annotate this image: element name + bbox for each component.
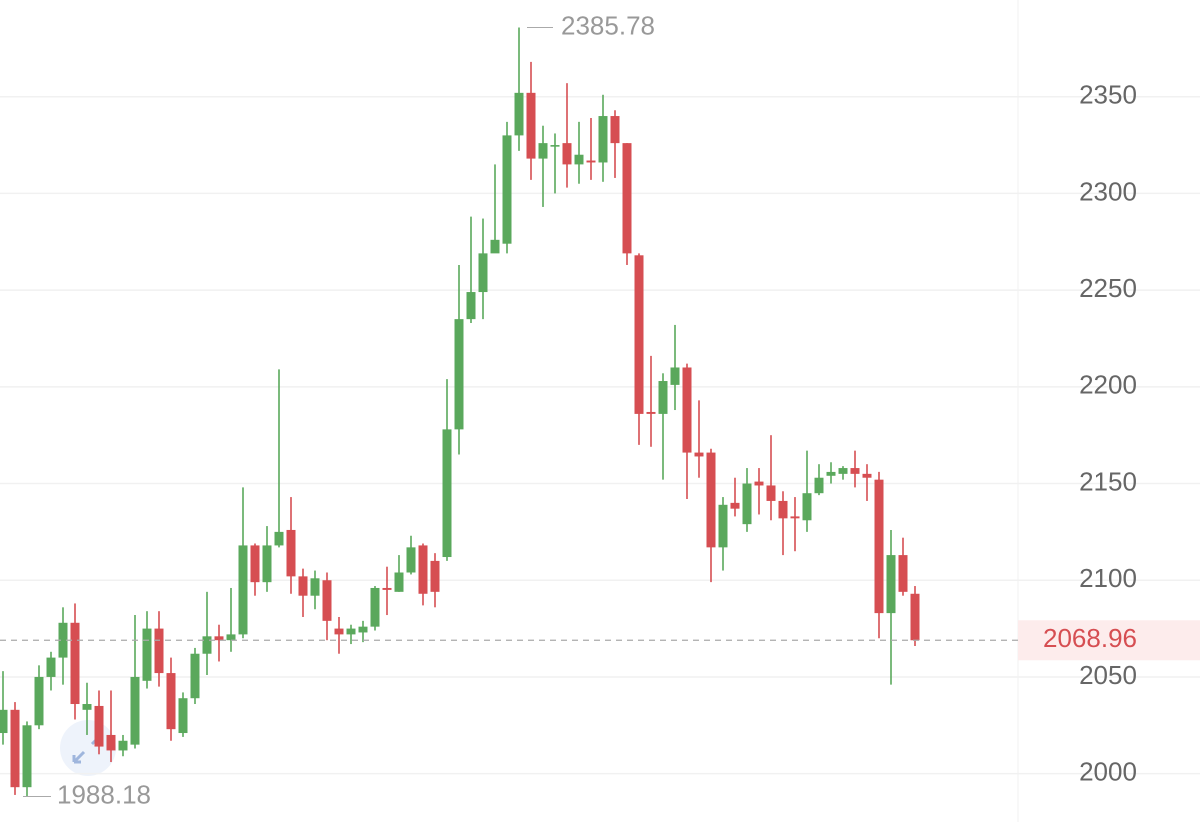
candle-body xyxy=(814,477,824,494)
candle-body xyxy=(490,239,500,254)
candle-body xyxy=(238,545,248,635)
candle-body xyxy=(682,367,692,453)
candle-body xyxy=(850,468,860,474)
candle-body xyxy=(94,705,104,747)
candle-body xyxy=(214,636,224,641)
candle-body xyxy=(478,253,488,293)
candle-body xyxy=(46,657,56,677)
candle-body xyxy=(658,381,668,414)
y-tick-label: 2300 xyxy=(1079,176,1137,206)
candle-body xyxy=(454,319,464,430)
candle-body xyxy=(202,636,212,654)
candle-body xyxy=(418,545,428,594)
candle-body xyxy=(586,160,596,163)
candle-body xyxy=(598,116,608,163)
candle-body xyxy=(154,628,164,674)
candle-body xyxy=(742,483,752,525)
min-label: 1988.18 xyxy=(57,779,151,809)
candle-body xyxy=(778,500,788,519)
candle-body xyxy=(670,367,680,385)
candle-body xyxy=(754,481,764,486)
last-price-label: 2068.96 xyxy=(1043,623,1137,653)
candle-body xyxy=(118,740,128,751)
candle-body xyxy=(130,676,140,745)
candle-body xyxy=(898,555,908,592)
candle-body xyxy=(274,531,284,546)
candle-body xyxy=(190,653,200,699)
candle-body xyxy=(34,676,44,726)
candle-body xyxy=(322,580,332,621)
max-label: 2385.78 xyxy=(561,10,655,40)
candle-body xyxy=(646,411,656,414)
candle-body xyxy=(526,92,536,159)
y-tick-label: 2000 xyxy=(1079,757,1137,787)
candle-body xyxy=(430,560,440,592)
candle-body xyxy=(790,516,800,519)
candle-body xyxy=(310,578,320,596)
candle-body xyxy=(58,622,68,658)
candle-body xyxy=(82,704,92,710)
candle-body xyxy=(802,493,812,521)
candle-body xyxy=(826,471,836,476)
candle-body xyxy=(226,634,236,641)
candle-body xyxy=(622,143,632,254)
candle-body xyxy=(562,143,572,165)
candle-body xyxy=(10,709,20,788)
candle-body xyxy=(442,429,452,558)
candle-body xyxy=(358,626,368,633)
y-tick-label: 2050 xyxy=(1079,660,1137,690)
candle-body xyxy=(262,545,272,583)
candle-body xyxy=(334,628,344,635)
y-tick-label: 2200 xyxy=(1079,370,1137,400)
y-tick-label: 2150 xyxy=(1079,466,1137,496)
candle-body xyxy=(346,628,356,635)
candle-body xyxy=(298,576,308,596)
candle-body xyxy=(22,725,32,788)
y-tick-label: 2100 xyxy=(1079,563,1137,593)
candle-body xyxy=(862,473,872,478)
candle-body xyxy=(106,734,116,751)
candle-body xyxy=(382,587,392,590)
candle-body xyxy=(166,673,176,730)
candle-body xyxy=(694,452,704,457)
candle-body xyxy=(394,572,404,592)
candle-body xyxy=(550,145,560,147)
candle-body xyxy=(634,255,644,414)
candle-body xyxy=(142,628,152,681)
candle-body xyxy=(610,116,620,144)
candle-body xyxy=(406,547,416,573)
last-price-box xyxy=(1018,620,1200,661)
candle-body xyxy=(730,502,740,509)
y-tick-label: 2250 xyxy=(1079,273,1137,303)
candle-body xyxy=(178,698,188,734)
candle-body xyxy=(502,135,512,244)
y-tick-label: 2350 xyxy=(1079,80,1137,110)
candle-body xyxy=(574,154,584,165)
candle-body xyxy=(0,709,8,734)
candle-body xyxy=(838,468,848,474)
candle-body xyxy=(706,452,716,548)
candle-body xyxy=(718,504,728,548)
candle-body xyxy=(538,143,548,159)
candle-body xyxy=(514,92,524,136)
candle-body xyxy=(370,587,380,627)
candle-body xyxy=(886,555,896,614)
candle-body xyxy=(874,479,884,614)
candle-body xyxy=(910,593,920,641)
candle-body xyxy=(766,485,776,501)
candle-body xyxy=(466,292,476,320)
candle-body xyxy=(286,529,296,577)
candle-body xyxy=(250,545,260,583)
candle-body xyxy=(70,622,80,705)
